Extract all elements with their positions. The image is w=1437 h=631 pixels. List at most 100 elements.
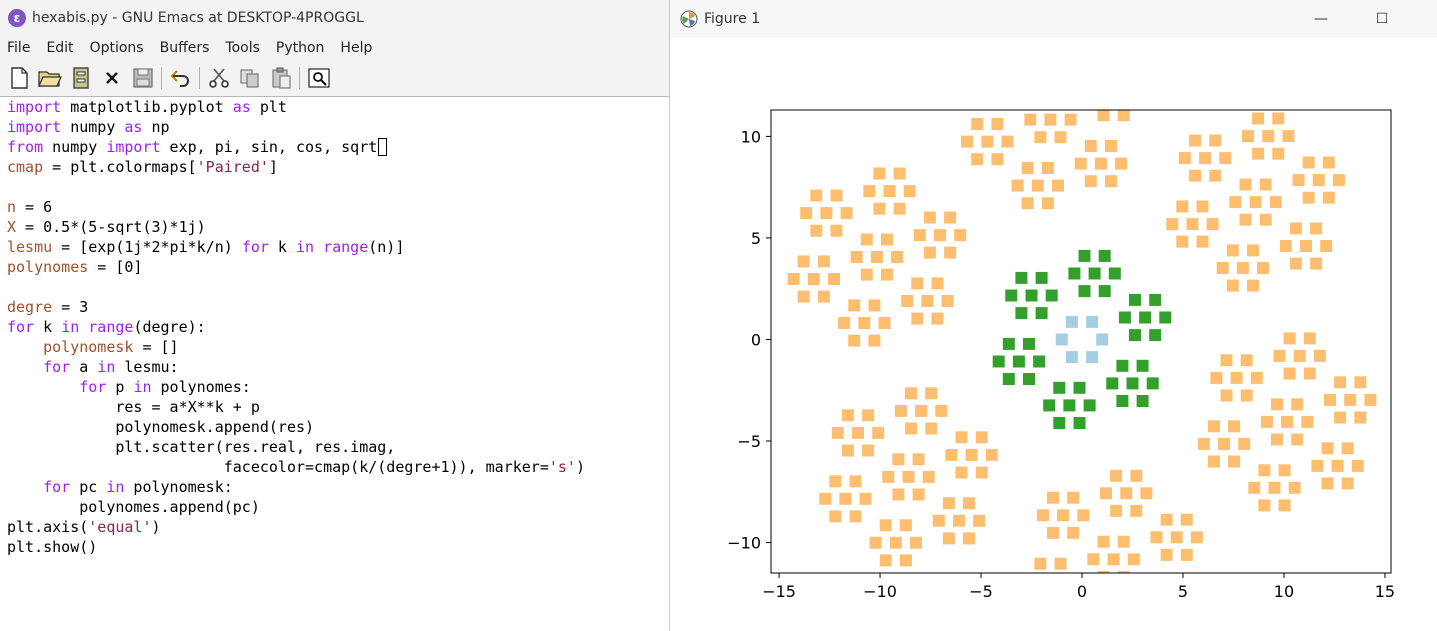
code-line[interactable]: polynomes.append(pc) <box>7 498 260 516</box>
scatter-point <box>892 488 905 501</box>
emacs-logo-icon: ɛ <box>8 9 26 27</box>
scatter-point <box>1011 179 1024 192</box>
scatter-point <box>1100 487 1112 500</box>
scatter-point <box>1034 131 1047 144</box>
scatter-point <box>1064 113 1077 126</box>
scatter-point <box>1130 504 1143 517</box>
scatter-point <box>1310 222 1323 235</box>
scatter-point <box>1139 311 1152 324</box>
scatter-point <box>1303 332 1316 345</box>
x-tick-label: 5 <box>1178 582 1188 601</box>
emacs-titlebar[interactable]: ɛ hexabis.py - GNU Emacs at DESKTOP-4PRO… <box>0 0 670 36</box>
scatter-point <box>1116 395 1129 407</box>
scatter-point <box>1229 196 1242 209</box>
scatter-point <box>1242 130 1254 143</box>
scatter-point <box>1168 615 1180 627</box>
undo-icon[interactable] <box>168 65 194 91</box>
code-line[interactable]: for p in polynomes: <box>79 378 251 396</box>
scatter-point <box>882 470 895 483</box>
code-line[interactable]: plt.show() <box>7 538 98 556</box>
search-icon[interactable] <box>306 65 332 91</box>
scatter-point <box>810 224 823 237</box>
scatter-point <box>912 453 925 466</box>
code-line[interactable]: for pc in polynomesk: <box>43 478 233 496</box>
scatter-point <box>1130 469 1143 482</box>
emacs-window-title: hexabis.py - GNU Emacs at DESKTOP-4PROGG… <box>32 10 364 26</box>
code-line[interactable]: lesmu = [exp(1j*2*pi*k/n) for k in range… <box>7 238 405 256</box>
scatter-point <box>913 229 926 242</box>
scatter-point <box>1186 218 1199 231</box>
code-line[interactable]: facecolor=cmap(k/(degre+1)), marker='s') <box>7 458 585 476</box>
scatter-point <box>1077 48 1089 60</box>
menu-help[interactable]: Help <box>340 40 373 56</box>
scatter-point <box>1087 92 1099 104</box>
code-line[interactable] <box>7 177 670 197</box>
code-line[interactable]: for k in range(degre): <box>7 318 206 336</box>
menu-bar: File Edit Options Buffers Tools Python Help <box>0 36 670 60</box>
scatter-point <box>1136 395 1149 407</box>
scatter-point <box>934 229 946 242</box>
scatter-point <box>1074 157 1087 170</box>
menu-file[interactable]: File <box>7 40 31 56</box>
new-file-icon[interactable] <box>6 65 32 91</box>
scatter-point <box>963 532 975 545</box>
scatter-point <box>923 246 936 259</box>
code-line[interactable]: cmap = plt.colormaps['Paired'] <box>7 158 278 176</box>
figure-window: Figure 1 — ☐ −15 −10 −5 0 5 10 15 −10 −5 0 5 10 <box>669 0 1437 631</box>
dired-icon[interactable] <box>68 65 94 91</box>
scatter-point <box>1240 354 1253 367</box>
scatter-point <box>981 135 994 148</box>
menu-buffers[interactable]: Buffers <box>159 40 210 56</box>
scatter-point <box>862 444 875 457</box>
code-buffer[interactable]: import matplotlib.pyplot as plt import nu… <box>7 97 670 557</box>
code-line[interactable]: polynomesk = [] <box>43 338 179 356</box>
scatter-point <box>944 246 957 259</box>
scatter-point <box>910 536 922 549</box>
code-line[interactable]: n = 6 <box>7 198 53 216</box>
code-line[interactable]: import matplotlib.pyplot as plt <box>7 98 287 116</box>
scatter-point <box>1045 289 1058 302</box>
save-icon[interactable] <box>130 65 156 91</box>
maximize-button[interactable]: ☐ <box>1375 11 1389 27</box>
code-line[interactable]: for a in lesmu: <box>43 358 179 376</box>
code-line[interactable]: X = 0.5*(5-sqrt(3)*1j) <box>7 218 206 236</box>
scatter-point <box>1344 393 1357 406</box>
scatter-point <box>848 299 861 312</box>
minimize-button[interactable]: — <box>1314 11 1328 27</box>
figure-titlebar[interactable]: Figure 1 — ☐ <box>670 0 1437 38</box>
open-folder-icon[interactable] <box>37 65 63 91</box>
code-line[interactable]: from numpy import exp, pi, sin, cos, sqr… <box>7 137 670 157</box>
scatter-point <box>1108 267 1121 280</box>
scatter-point <box>1180 548 1193 561</box>
code-line[interactable]: plt.scatter(res.real, res.imag, <box>7 438 396 456</box>
scatter-point <box>1083 399 1096 412</box>
scatter-point <box>879 519 892 532</box>
scatter-point <box>1110 469 1123 482</box>
scatter-point <box>1354 376 1367 389</box>
scatter-point <box>860 233 873 246</box>
code-line[interactable]: polynomesk.append(res) <box>7 418 315 436</box>
code-line[interactable]: polynomes = [0] <box>7 258 143 276</box>
scatter-point <box>858 317 871 329</box>
code-line[interactable]: degre = 3 <box>7 298 89 316</box>
menu-edit[interactable]: Edit <box>46 40 74 56</box>
scatter-point <box>841 409 854 422</box>
scatter-point <box>1257 262 1270 274</box>
code-line[interactable] <box>7 277 670 297</box>
code-line[interactable]: plt.axis('equal') <box>7 518 161 536</box>
menu-python[interactable]: Python <box>275 40 325 56</box>
menu-tools[interactable]: Tools <box>225 40 260 56</box>
scatter-point <box>1166 218 1179 231</box>
code-line[interactable]: res = a*X**k + p <box>7 398 260 416</box>
scatter-point <box>1047 491 1059 504</box>
scatter-point <box>1259 213 1272 226</box>
menu-options[interactable]: Options <box>89 40 144 56</box>
code-line[interactable]: import numpy as np <box>7 118 170 136</box>
paste-icon[interactable] <box>268 65 294 91</box>
cut-icon[interactable] <box>206 65 232 91</box>
scatter-point <box>1097 535 1110 548</box>
close-icon[interactable] <box>99 65 125 91</box>
scatter-point <box>1248 481 1261 494</box>
copy-icon[interactable] <box>237 65 263 91</box>
scatter-point <box>810 189 823 202</box>
